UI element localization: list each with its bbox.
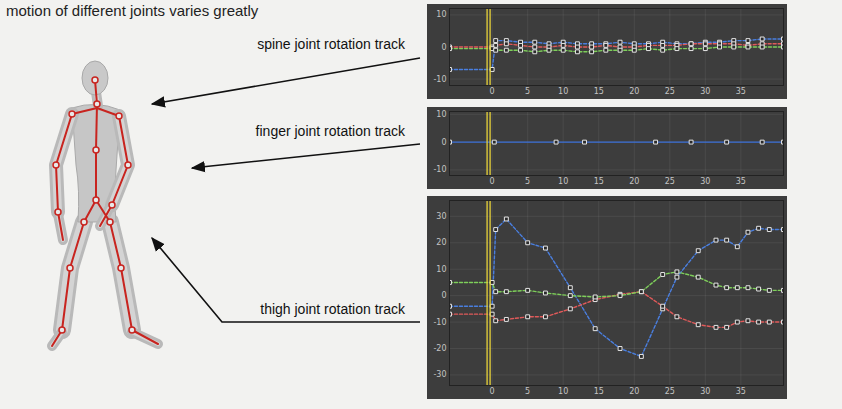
svg-text:-10: -10 [433, 318, 446, 327]
svg-text:10: 10 [436, 265, 446, 274]
svg-text:25: 25 [665, 387, 675, 396]
svg-text:5: 5 [525, 87, 530, 96]
svg-text:15: 15 [594, 387, 604, 396]
svg-text:35: 35 [736, 387, 746, 396]
svg-text:20: 20 [629, 387, 639, 396]
svg-text:0: 0 [441, 43, 446, 52]
svg-text:10: 10 [436, 10, 446, 19]
svg-text:0: 0 [490, 87, 495, 96]
svg-text:20: 20 [629, 177, 639, 186]
svg-text:0: 0 [490, 177, 495, 186]
svg-text:0: 0 [441, 138, 446, 147]
svg-text:10: 10 [558, 387, 568, 396]
svg-text:spine joint rotation track: spine joint rotation track [257, 36, 406, 52]
svg-text:10: 10 [558, 177, 568, 186]
svg-text:20: 20 [629, 87, 639, 96]
svg-text:thigh joint rotation track: thigh joint rotation track [260, 301, 406, 317]
html-text:motion of different joints var: motion of different joints varies greatl… [6, 2, 259, 19]
svg-text:-20: -20 [433, 344, 446, 353]
svg-text:30: 30 [700, 177, 710, 186]
svg-text:25: 25 [665, 177, 675, 186]
svg-text:-10: -10 [433, 165, 446, 174]
svg-text:35: 35 [736, 87, 746, 96]
svg-text:30: 30 [700, 87, 710, 96]
svg-text:-30: -30 [433, 370, 446, 379]
svg-text:10: 10 [436, 110, 446, 119]
svg-text:20: 20 [436, 238, 446, 247]
svg-text:-10: -10 [433, 75, 446, 84]
svg-text:15: 15 [594, 177, 604, 186]
svg-text:finger joint rotation track: finger joint rotation track [256, 123, 406, 139]
svg-text:0: 0 [490, 387, 495, 396]
svg-text:5: 5 [525, 387, 530, 396]
svg-text:5: 5 [525, 177, 530, 186]
svg-text:30: 30 [700, 387, 710, 396]
svg-text:10: 10 [558, 87, 568, 96]
svg-text:30: 30 [436, 212, 446, 221]
svg-text:15: 15 [594, 87, 604, 96]
svg-text:25: 25 [665, 87, 675, 96]
svg-text:0: 0 [441, 291, 446, 300]
svg-text:35: 35 [736, 177, 746, 186]
